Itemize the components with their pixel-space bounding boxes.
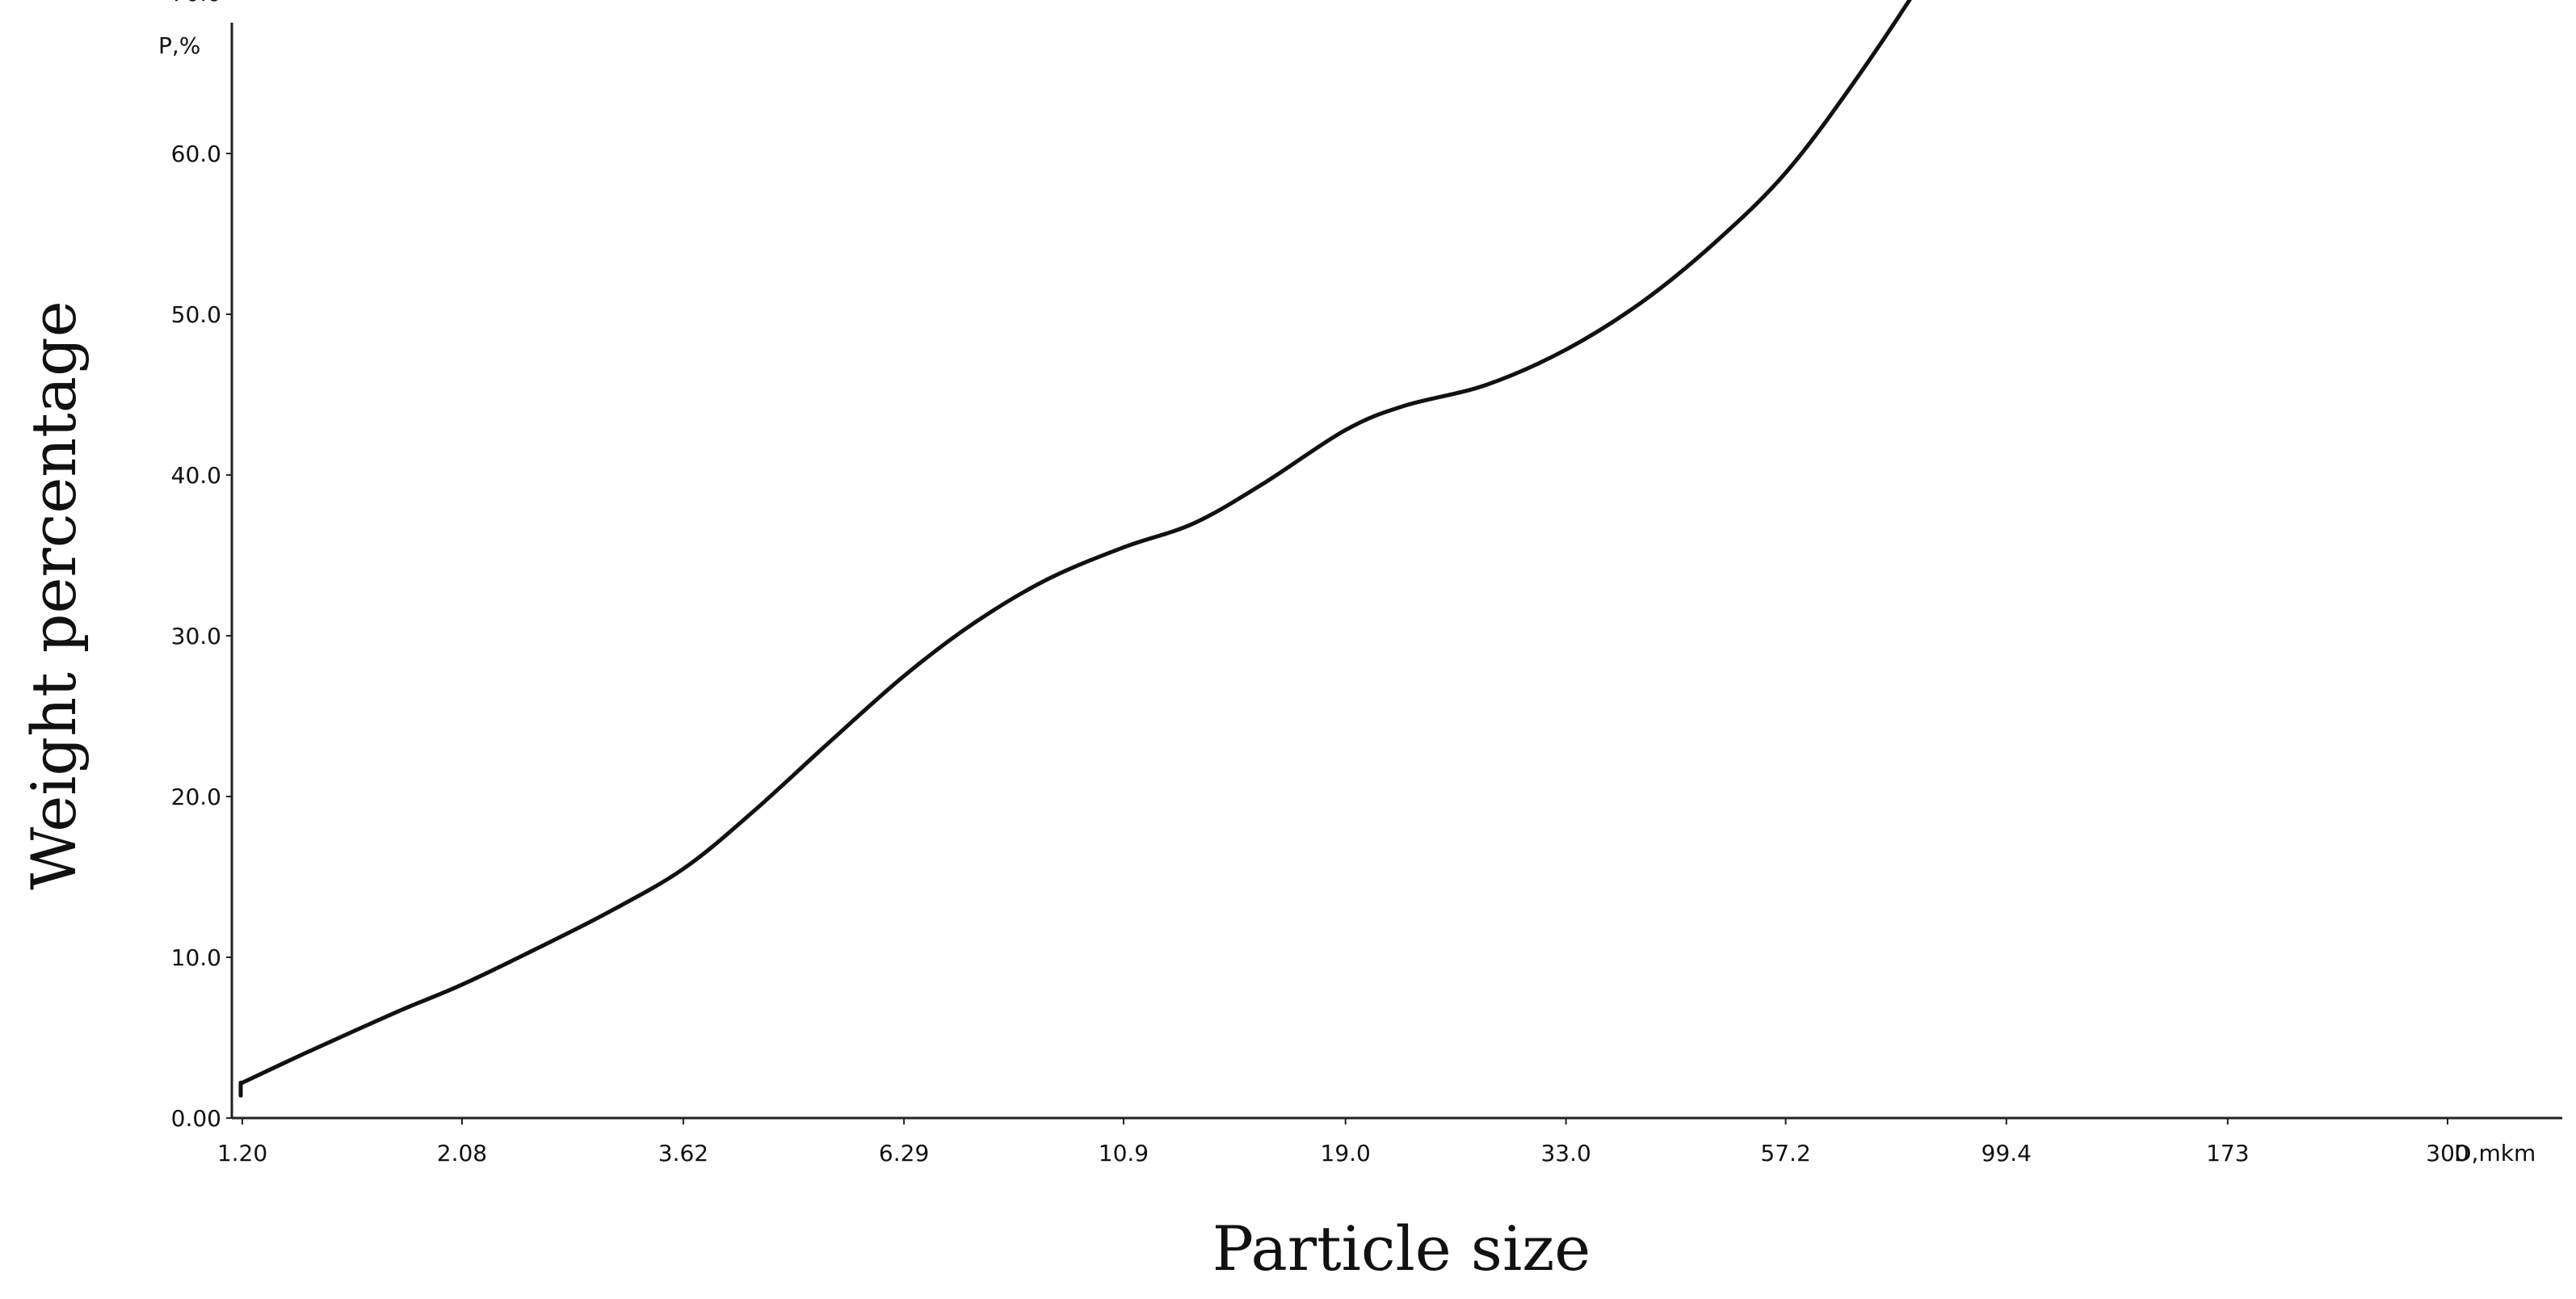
x-axis-title: Particle size bbox=[1212, 1213, 1591, 1284]
x-tick-label: 3.62 bbox=[658, 1140, 708, 1167]
x-tick-label: 2.08 bbox=[437, 1140, 487, 1167]
x-tick-group: 1.20 2.08 3.62 6.29 10.9 19.0 33.0 57.2 99.4 173 3… bbox=[217, 1118, 2469, 1167]
x-tick-label: 173 bbox=[2206, 1140, 2249, 1167]
x-tick-label: 10.9 bbox=[1099, 1140, 1149, 1167]
x-tick-label: 6.29 bbox=[879, 1140, 929, 1167]
y-axis-title: Weight percentage bbox=[18, 301, 90, 889]
series-line bbox=[240, 0, 1912, 1085]
x-tick-label: 19.0 bbox=[1321, 1140, 1371, 1167]
y-tick-label: 70.0 bbox=[171, 0, 221, 6]
x-tick-label: 300 bbox=[2426, 1140, 2469, 1167]
y-tick-label: 10.0 bbox=[171, 944, 221, 971]
y-unit-label: P,% bbox=[158, 32, 200, 59]
x-tick-label: 57.2 bbox=[1760, 1140, 1810, 1167]
y-tick-label: 20.0 bbox=[171, 784, 221, 810]
y-tick-label: 30.0 bbox=[171, 623, 221, 650]
x-unit-label: D,mkm bbox=[2454, 1140, 2536, 1167]
axes bbox=[230, 23, 2562, 1120]
y-tick-label: 60.0 bbox=[171, 141, 221, 167]
x-tick-label: 33.0 bbox=[1540, 1140, 1591, 1167]
y-tick-label: 0.00 bbox=[171, 1105, 221, 1132]
plot-area bbox=[238, 0, 1912, 1098]
x-tick-label: 1.20 bbox=[217, 1140, 267, 1167]
x-tick-label: 99.4 bbox=[1981, 1140, 2032, 1167]
y-tick-label: 50.0 bbox=[171, 301, 221, 328]
y-tick-label: 40.0 bbox=[171, 462, 221, 489]
